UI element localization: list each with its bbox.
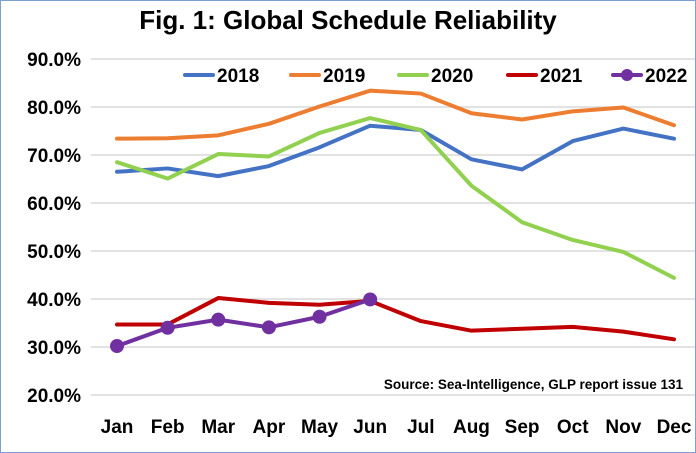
y-tick-label: 90.0% (27, 50, 81, 71)
series-line-2020 (115, 116, 676, 280)
legend-label-2021: 2021 (540, 66, 583, 87)
x-tick-label: Jun (353, 417, 387, 438)
x-tick-label: Apr (253, 417, 286, 438)
x-tick-label: Nov (605, 417, 641, 438)
y-tick-label: 70.0% (27, 146, 81, 167)
legend-marker-2022 (621, 69, 633, 81)
source-annotation: Source: Sea-Intelligence, GLP report iss… (384, 377, 684, 392)
x-tick-label: Jul (407, 417, 434, 438)
x-tick-label: Jan (101, 417, 134, 438)
y-tick-label: 80.0% (27, 98, 81, 119)
y-tick-label: 20.0% (27, 386, 81, 407)
x-tick-label: Feb (151, 417, 185, 438)
x-tick-label: Mar (201, 417, 235, 438)
series-line-2022 (115, 297, 373, 349)
series-line-2021 (115, 296, 676, 342)
data-point-2022 (312, 309, 327, 324)
data-point-2022 (211, 312, 226, 327)
y-tick-label: 40.0% (27, 290, 81, 311)
x-tick-label: Sep (505, 417, 540, 438)
data-point-2022 (261, 320, 276, 335)
x-tick-label: Aug (453, 417, 490, 438)
x-tick-label: Oct (557, 417, 589, 438)
series-line-2018 (115, 123, 676, 179)
x-tick-label: Dec (657, 417, 692, 438)
chart-title: Fig. 1: Global Schedule Reliability (139, 5, 557, 35)
y-tick-label: 30.0% (27, 338, 81, 359)
y-tick-label: 60.0% (27, 194, 81, 215)
legend-label-2020: 2020 (431, 66, 473, 87)
data-point-2022 (110, 339, 124, 354)
x-tick-label: May (301, 417, 338, 438)
data-point-2022 (363, 292, 378, 307)
y-tick-label: 50.0% (27, 242, 81, 263)
data-point-2022 (160, 320, 175, 335)
legend-label-2022: 2022 (645, 66, 687, 87)
legend-label-2018: 2018 (217, 66, 259, 87)
series-line-2019 (115, 88, 676, 141)
legend-label-2019: 2019 (323, 66, 365, 87)
